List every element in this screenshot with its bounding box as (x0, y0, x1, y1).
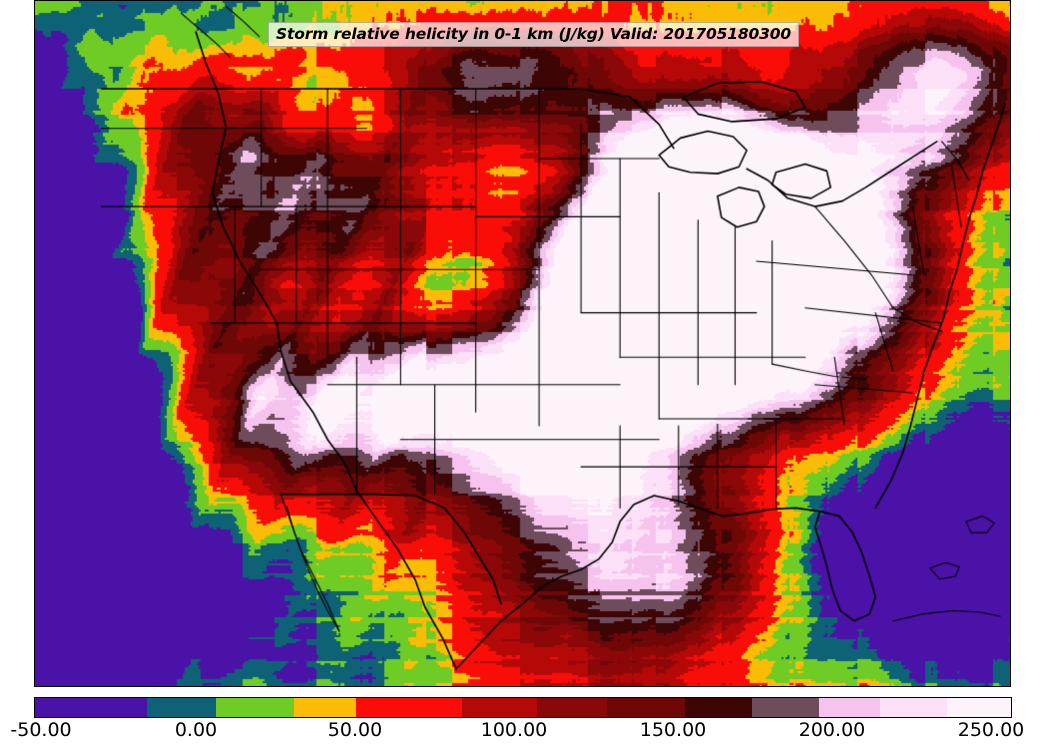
colorbar-tick-label: 200.00 (798, 719, 866, 741)
page-title: Storm relative helicity in 0-1 km (J/kg)… (268, 22, 800, 48)
colorbar-segment (879, 698, 947, 717)
colorbar-tick-label: 150.00 (639, 719, 707, 741)
colorbar-tick-label: 250.00 (957, 719, 1025, 741)
colorbar-segment (146, 698, 217, 717)
colorbar-segment (355, 698, 462, 717)
colorbar-tick-label: 50.00 (327, 719, 383, 741)
colorbar-segment (818, 698, 880, 717)
colorbar-segment (35, 698, 147, 717)
colorbar-segment (606, 698, 685, 717)
colorbar-segment (294, 698, 356, 717)
colorbar-segment (216, 698, 295, 717)
colorbar-segment (684, 698, 752, 717)
colorbar-segment (536, 698, 607, 717)
helicity-heatmap-canvas (35, 1, 1010, 686)
colorbar (34, 697, 1012, 718)
colorbar-segment (461, 698, 537, 717)
colorbar-tick-label: 100.00 (480, 719, 548, 741)
colorbar-tick-label: 0.00 (174, 719, 218, 741)
colorbar-segment (946, 698, 1011, 717)
map-plot-area (34, 0, 1011, 687)
colorbar-segment (751, 698, 819, 717)
colorbar-tick-labels: -50.00 0.00 50.00 100.00 150.00 200.00 250.00 (0, 719, 1044, 745)
colorbar-tick-label: -50.00 (10, 719, 72, 741)
